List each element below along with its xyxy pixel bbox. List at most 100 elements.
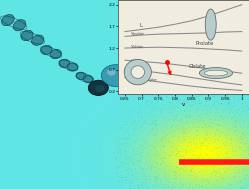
Point	[194, 136, 198, 139]
Point	[219, 89, 223, 92]
Point	[183, 177, 187, 180]
Point	[217, 124, 221, 127]
Point	[153, 124, 157, 127]
Point	[140, 123, 144, 126]
Point	[202, 152, 206, 155]
Point	[208, 96, 212, 99]
Point	[192, 126, 196, 129]
Point	[174, 114, 178, 117]
Point	[235, 110, 239, 113]
Point	[223, 114, 227, 117]
Point	[144, 177, 148, 180]
Point	[233, 170, 237, 173]
Point	[125, 139, 129, 143]
Point	[125, 170, 129, 174]
Point	[154, 134, 158, 137]
Point	[126, 134, 130, 137]
Point	[172, 135, 176, 138]
Point	[113, 157, 117, 160]
Point	[147, 121, 151, 124]
Point	[162, 160, 166, 163]
Point	[198, 153, 202, 156]
Point	[210, 94, 214, 97]
Point	[140, 143, 144, 146]
Point	[194, 112, 198, 115]
Point	[220, 115, 224, 118]
Point	[211, 103, 215, 106]
Point	[181, 131, 185, 134]
Point	[198, 162, 202, 165]
Point	[120, 159, 124, 162]
Point	[244, 148, 248, 151]
Point	[163, 167, 167, 170]
Point	[227, 132, 231, 135]
Point	[183, 122, 187, 125]
Point	[126, 172, 130, 175]
Point	[220, 179, 224, 182]
Point	[202, 163, 206, 166]
Point	[207, 181, 211, 184]
Point	[241, 92, 245, 95]
Point	[217, 171, 221, 174]
Point	[119, 128, 123, 131]
Point	[154, 123, 158, 126]
Point	[225, 127, 229, 130]
Point	[169, 127, 173, 130]
Point	[171, 105, 175, 108]
Point	[132, 139, 136, 142]
Point	[118, 149, 122, 152]
Point	[149, 108, 153, 111]
Point	[187, 114, 191, 117]
Point	[154, 161, 158, 164]
Point	[176, 135, 180, 138]
Point	[175, 119, 179, 122]
Point	[221, 167, 225, 170]
Point	[234, 165, 238, 168]
Point	[144, 121, 148, 124]
Point	[208, 137, 212, 140]
Point	[191, 154, 195, 157]
Point	[240, 171, 244, 174]
Point	[152, 142, 156, 145]
Point	[246, 167, 249, 170]
Point	[170, 134, 174, 137]
Point	[212, 116, 216, 119]
Point	[226, 115, 230, 118]
Ellipse shape	[32, 35, 44, 45]
Point	[243, 175, 247, 178]
Point	[139, 107, 143, 110]
Point	[196, 124, 200, 127]
Point	[180, 147, 184, 150]
Point	[234, 100, 238, 103]
Point	[159, 122, 163, 125]
Point	[146, 182, 150, 185]
Point	[182, 163, 186, 167]
Point	[124, 143, 128, 146]
Point	[234, 128, 238, 131]
Point	[119, 176, 123, 179]
Point	[207, 132, 211, 135]
Point	[245, 173, 249, 176]
Point	[181, 113, 185, 116]
Point	[162, 90, 166, 93]
Point	[152, 153, 156, 156]
Point	[161, 115, 165, 118]
Point	[184, 167, 188, 170]
Point	[161, 136, 165, 139]
Point	[143, 178, 147, 181]
Point	[236, 164, 240, 167]
Point	[227, 162, 231, 165]
Point	[186, 187, 190, 189]
Point	[120, 161, 124, 164]
Point	[188, 96, 192, 99]
Point	[240, 132, 244, 136]
Point	[236, 163, 240, 166]
Point	[210, 173, 214, 176]
Point	[124, 167, 128, 170]
Point	[179, 185, 183, 188]
Point	[123, 168, 127, 171]
Point	[198, 104, 202, 107]
Point	[139, 183, 143, 186]
Point	[240, 137, 244, 140]
Point	[138, 160, 142, 163]
